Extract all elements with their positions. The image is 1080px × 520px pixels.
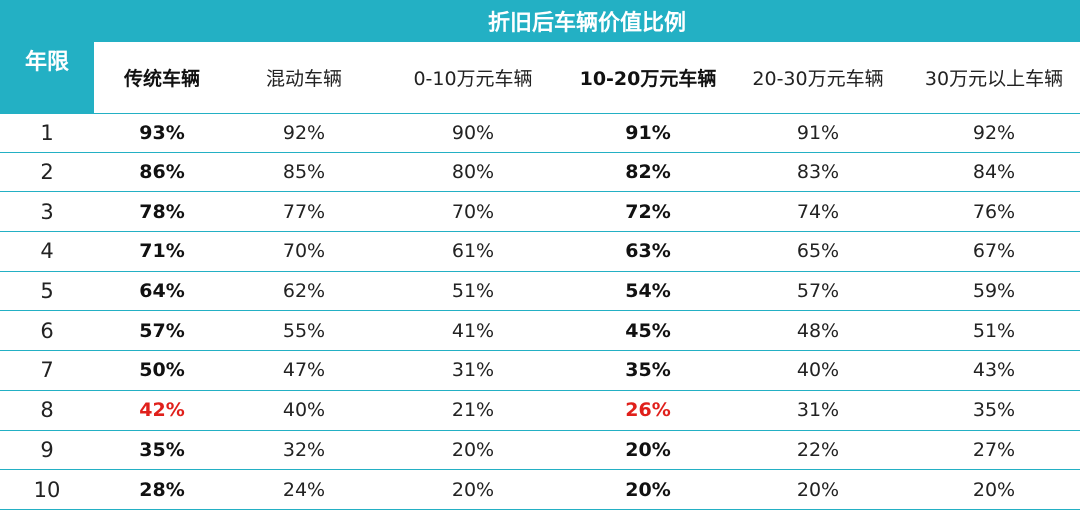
value-cell: 67%: [972, 240, 1016, 263]
value-cell: 32%: [282, 438, 326, 461]
year-cell: 9: [40, 437, 54, 462]
value-cell: 50%: [139, 359, 185, 382]
column-header: 混动车辆: [265, 68, 342, 90]
value-cell: 24%: [282, 478, 326, 501]
value-cell: 45%: [625, 319, 671, 342]
year-cell: 8: [40, 398, 54, 423]
value-cell: 20%: [625, 478, 671, 501]
value-cell: 62%: [282, 280, 326, 303]
value-cell: 71%: [139, 240, 185, 263]
value-cell: 35%: [625, 359, 671, 382]
value-cell: 55%: [282, 319, 326, 342]
value-cell: 92%: [282, 121, 326, 144]
value-cell: 76%: [972, 200, 1016, 223]
value-cell: 80%: [451, 161, 495, 184]
value-cell: 63%: [625, 240, 671, 263]
value-cell: 85%: [282, 161, 326, 184]
value-cell: 93%: [139, 121, 185, 144]
value-cell: 78%: [139, 200, 185, 223]
table-row: 7 50% 47% 31% 35% 40% 43%: [0, 351, 1080, 391]
table-row: 9 35% 32% 20% 20% 22% 27%: [0, 431, 1080, 471]
value-cell: 47%: [282, 359, 326, 382]
year-cell: 3: [40, 199, 54, 224]
value-cell: 90%: [451, 121, 495, 144]
table-row: 3 78% 77% 70% 72% 74% 76%: [0, 192, 1080, 233]
value-cell: 64%: [139, 280, 185, 303]
year-column-header: 年限: [24, 50, 69, 75]
value-cell: 61%: [451, 240, 495, 263]
value-cell: 20%: [625, 438, 671, 461]
value-cell: 20%: [451, 438, 495, 461]
column-header: 0-10万元车辆: [413, 68, 533, 90]
value-cell: 91%: [625, 121, 671, 144]
value-cell: 77%: [282, 200, 326, 223]
value-cell: 28%: [139, 478, 185, 501]
value-cell: 22%: [796, 438, 840, 461]
table-row: 6 57% 55% 41% 45% 48% 51%: [0, 311, 1080, 352]
value-cell: 40%: [796, 359, 840, 382]
year-cell: 5: [40, 279, 54, 304]
table-row: 8 42% 40% 21% 26% 31% 35%: [0, 391, 1080, 431]
column-header: 传统车辆: [123, 68, 200, 90]
table-body: 1 93% 92% 90% 91% 91% 92% 2 86% 85% 80% 82% 83% 84% 3 7…: [0, 113, 1080, 510]
value-cell: 51%: [451, 280, 495, 303]
value-cell: 35%: [139, 438, 185, 461]
value-cell: 57%: [796, 280, 840, 303]
column-header: 30万元以上车辆: [924, 68, 1064, 90]
table-row: 5 64% 62% 51% 54% 57% 59%: [0, 272, 1080, 312]
value-cell: 91%: [796, 121, 840, 144]
value-cell: 35%: [972, 399, 1016, 422]
table-row: 10 28% 24% 20% 20% 20% 20%: [0, 470, 1080, 510]
value-cell: 92%: [972, 121, 1016, 144]
year-cell: 10: [33, 477, 61, 502]
value-cell: 51%: [972, 319, 1016, 342]
value-cell: 70%: [451, 200, 495, 223]
value-cell: 42%: [139, 399, 185, 422]
value-cell: 21%: [451, 399, 495, 422]
value-cell: 54%: [625, 280, 671, 303]
year-cell: 6: [40, 318, 54, 343]
value-cell: 31%: [796, 399, 840, 422]
value-cell: 41%: [451, 319, 495, 342]
year-cell: 7: [40, 358, 54, 383]
value-cell: 43%: [972, 359, 1016, 382]
value-cell: 40%: [282, 399, 326, 422]
value-cell: 26%: [625, 399, 671, 422]
column-header: 20-30万元车辆: [752, 68, 884, 90]
value-cell: 74%: [796, 200, 840, 223]
value-cell: 48%: [796, 319, 840, 342]
column-header-row: 传统车辆 混动车辆 0-10万元车辆 10-20万元车辆 20-30万元车辆 30万元以上…: [94, 42, 1080, 113]
value-cell: 86%: [139, 161, 185, 184]
value-cell: 31%: [451, 359, 495, 382]
value-cell: 57%: [139, 319, 185, 342]
value-cell: 84%: [972, 161, 1016, 184]
table-row: 4 71% 70% 61% 63% 65% 67%: [0, 232, 1080, 272]
year-cell: 2: [40, 160, 54, 185]
value-cell: 82%: [625, 161, 671, 184]
value-cell: 72%: [625, 200, 671, 223]
value-cell: 83%: [796, 161, 840, 184]
table-row: 2 86% 85% 80% 82% 83% 84%: [0, 153, 1080, 193]
value-cell: 20%: [972, 478, 1016, 501]
table-row: 1 93% 92% 90% 91% 91% 92%: [0, 113, 1080, 153]
table-title: 折旧后车辆价值比例: [487, 11, 686, 36]
column-header: 10-20万元车辆: [579, 68, 717, 90]
value-cell: 70%: [282, 240, 326, 263]
value-cell: 27%: [972, 438, 1016, 461]
value-cell: 59%: [972, 280, 1016, 303]
value-cell: 20%: [451, 478, 495, 501]
year-cell: 4: [40, 239, 54, 264]
year-cell: 1: [40, 120, 54, 145]
value-cell: 20%: [796, 478, 840, 501]
value-cell: 65%: [796, 240, 840, 263]
